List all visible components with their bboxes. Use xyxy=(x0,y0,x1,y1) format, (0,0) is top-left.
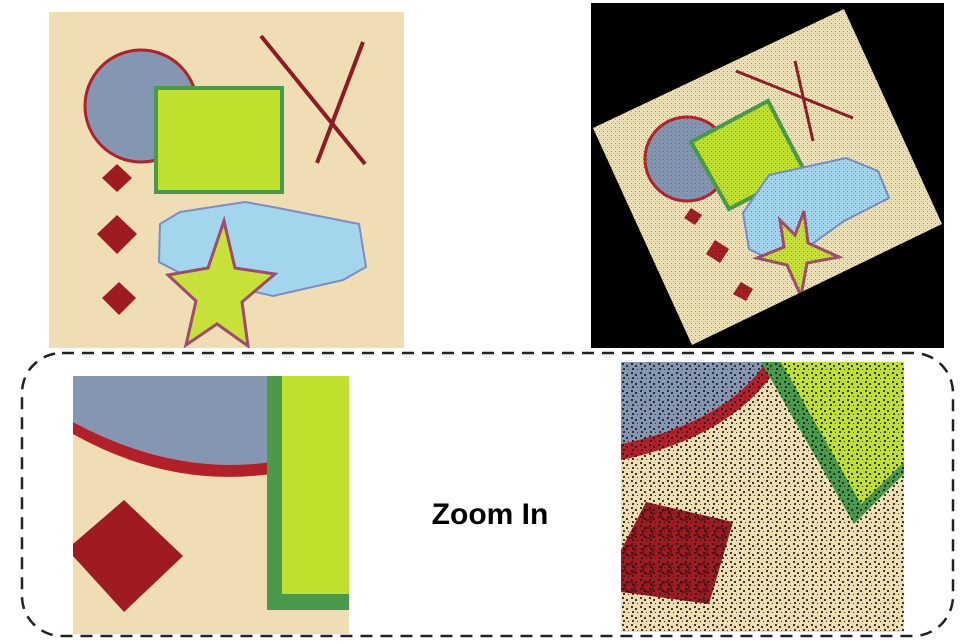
star xyxy=(164,215,279,348)
dashed-border xyxy=(20,351,955,638)
zoom-circle-outline xyxy=(73,422,271,477)
rotated-dithered-image xyxy=(591,3,944,348)
zoom-in-label: Zoom In xyxy=(431,498,549,531)
zoom-comparison-box xyxy=(20,351,955,638)
zoom-original-canvas xyxy=(73,376,349,634)
original-image xyxy=(49,12,404,348)
zoom-dithered-canvas xyxy=(621,362,904,632)
diamond xyxy=(102,282,136,315)
crossed-line xyxy=(315,41,365,164)
zoom-original xyxy=(73,376,349,634)
zoom-green-square xyxy=(282,376,349,594)
diamond xyxy=(102,164,132,192)
diamond xyxy=(97,215,137,254)
rotated-image-canvas xyxy=(591,3,944,348)
original-image-canvas xyxy=(49,12,404,348)
crossed-line xyxy=(259,34,367,166)
green-square xyxy=(154,86,284,194)
zoom-dither-texture xyxy=(621,362,904,632)
zoom-dithered xyxy=(621,362,904,632)
zoom-diamond xyxy=(73,500,183,612)
zoom-circle xyxy=(73,376,271,465)
